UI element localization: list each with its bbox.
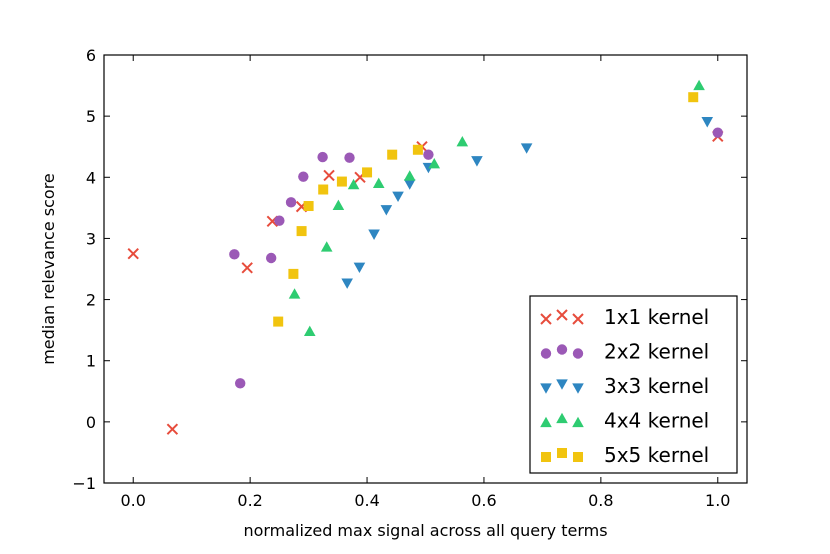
data-point <box>273 316 284 327</box>
y-tick-label: 4 <box>86 168 96 187</box>
legend-label: 5x5 kernel <box>604 443 709 467</box>
data-point <box>332 199 345 211</box>
data-point <box>127 248 139 260</box>
data-point <box>344 152 355 163</box>
data-point <box>341 278 353 289</box>
data-point <box>701 117 714 128</box>
legend-label: 4x4 kernel <box>604 409 709 433</box>
data-point <box>166 423 179 435</box>
y-tick-label: 2 <box>86 291 96 310</box>
data-point <box>318 184 329 195</box>
legend-marker <box>540 383 552 394</box>
data-point <box>317 151 328 163</box>
plot-frame <box>103 54 748 484</box>
data-point <box>412 144 423 155</box>
legend-marker <box>572 348 584 359</box>
data-point <box>303 325 316 336</box>
data-point <box>362 167 373 178</box>
y-tick-label: 5 <box>86 107 96 126</box>
data-point <box>288 268 299 279</box>
x-tick-label: 0.8 <box>588 491 613 510</box>
y-tick-label: 1 <box>86 352 96 371</box>
data-point <box>296 226 307 237</box>
data-point <box>712 127 723 138</box>
legend-marker <box>557 448 567 458</box>
data-point <box>320 241 333 252</box>
legend-marker <box>556 379 568 390</box>
legend-marker <box>572 313 584 325</box>
data-point <box>347 178 360 190</box>
x-tick-label: 0.2 <box>237 491 262 510</box>
legend-marker <box>540 348 552 359</box>
data-point <box>288 288 301 299</box>
data-point <box>265 252 277 264</box>
data-point <box>368 229 380 240</box>
x-tick-label: 0.0 <box>121 491 146 510</box>
y-tick-label: 3 <box>86 229 96 248</box>
data-point <box>520 143 533 154</box>
x-tick-label: 0.6 <box>471 491 496 510</box>
data-point <box>387 149 398 160</box>
data-point <box>336 176 347 187</box>
data-point <box>456 136 469 147</box>
y-axis-label: median relevance score <box>39 173 58 365</box>
data-point <box>392 191 404 203</box>
y-tick-label: −1 <box>72 474 96 493</box>
data-point <box>380 205 393 216</box>
legend-marker <box>556 344 568 355</box>
legend-marker <box>540 416 552 428</box>
data-point <box>274 215 285 226</box>
legend-label: 2x2 kernel <box>604 340 709 364</box>
data-point <box>229 249 240 260</box>
x-axis-label: normalized max signal across all query t… <box>243 521 607 540</box>
data-point <box>234 378 246 389</box>
legend-marker <box>541 452 551 462</box>
data-point <box>403 179 416 190</box>
data-point <box>353 262 366 273</box>
legend-label: 3x3 kernel <box>604 374 709 398</box>
axis-ticks: 0.0 0.2 0.4 0.6 0.8 1.0 −1 0 1 2 3 4 5 6 <box>72 46 747 510</box>
data-point <box>323 169 335 182</box>
x-tick-label: 1.0 <box>705 491 730 510</box>
y-tick-label: 0 <box>86 413 96 432</box>
legend-marker <box>540 313 552 325</box>
data-point <box>428 158 441 169</box>
data-point <box>372 177 385 188</box>
data-point <box>423 149 434 160</box>
data-point <box>298 171 309 182</box>
legend-marker <box>572 383 584 394</box>
data-point <box>285 197 297 208</box>
legend: 1x1 kernel 2x2 kernel 3x3 kernel 4x4 kernel… <box>529 295 738 474</box>
data-point <box>403 170 416 181</box>
legend-label: 1x1 kernel <box>604 305 709 329</box>
y-tick-label: 6 <box>86 46 96 65</box>
data-point <box>241 262 253 274</box>
data-point <box>471 156 483 167</box>
data-point <box>693 79 705 91</box>
data-point <box>303 201 314 212</box>
data-marks <box>127 79 724 435</box>
legend-marker <box>572 416 584 428</box>
x-tick-label: 0.4 <box>354 491 379 510</box>
legend-marker <box>573 452 583 462</box>
data-point <box>688 92 699 103</box>
legend-marker <box>556 412 568 424</box>
legend-marker <box>556 309 568 321</box>
